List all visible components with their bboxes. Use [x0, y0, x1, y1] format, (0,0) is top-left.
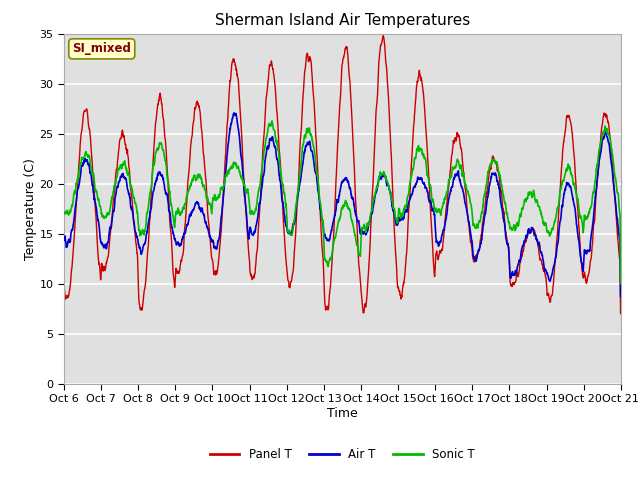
Text: SI_mixed: SI_mixed	[72, 42, 131, 55]
Legend: Panel T, Air T, Sonic T: Panel T, Air T, Sonic T	[205, 443, 480, 466]
X-axis label: Time: Time	[327, 407, 358, 420]
Y-axis label: Temperature (C): Temperature (C)	[24, 158, 36, 260]
Title: Sherman Island Air Temperatures: Sherman Island Air Temperatures	[215, 13, 470, 28]
